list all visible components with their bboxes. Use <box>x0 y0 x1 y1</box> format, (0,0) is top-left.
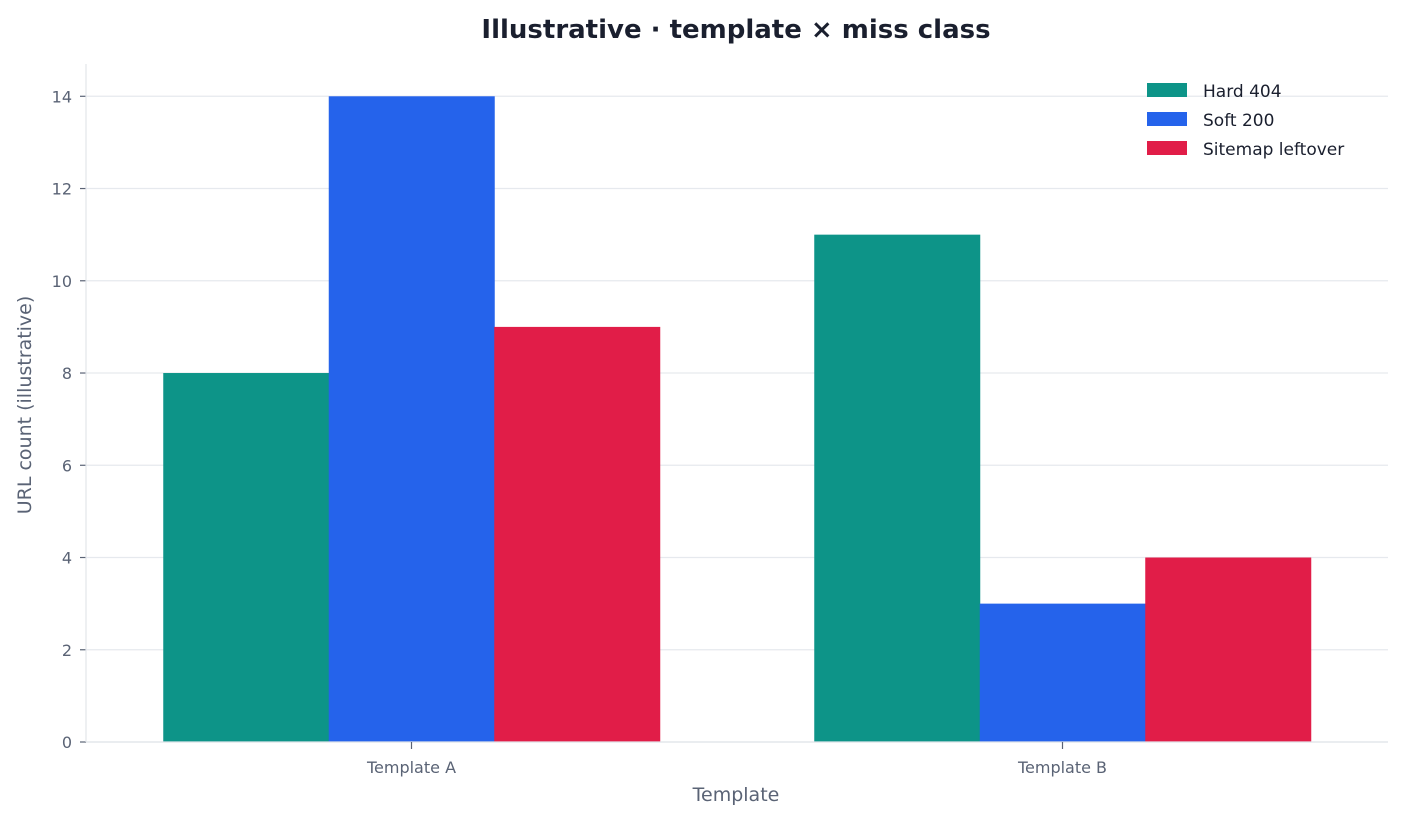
legend-swatch-hard-404 <box>1147 83 1187 97</box>
bar-hard-404-template-b <box>814 234 981 742</box>
bars <box>163 96 1312 743</box>
bar-soft-200-template-a <box>328 96 495 743</box>
y-axis-label: URL count (illustrative) <box>14 296 36 515</box>
bar-sitemap-leftover-template-b <box>1145 557 1312 742</box>
y-tick-label: 8 <box>62 364 72 383</box>
y-tick-label: 12 <box>52 180 72 199</box>
y-tick-label: 0 <box>62 733 72 752</box>
x-tick-label: Template A <box>366 758 456 777</box>
y-tick-label: 10 <box>52 272 72 291</box>
y-tick-label: 14 <box>52 87 72 106</box>
legend-label: Soft 200 <box>1203 111 1274 131</box>
bar-soft-200-template-b <box>979 603 1146 742</box>
legend-swatch-sitemap-leftover <box>1147 141 1187 155</box>
legend-swatch-soft-200 <box>1147 112 1187 126</box>
axes: 0 2 4 6 8 10 12 14 Template A Template B <box>52 64 1388 777</box>
bar-sitemap-leftover-template-a <box>494 326 661 742</box>
chart-title: Illustrative · template × miss class <box>481 15 990 45</box>
x-axis-label: Template <box>692 784 780 806</box>
legend-label: Sitemap leftover <box>1203 140 1344 160</box>
bar-hard-404-template-a <box>163 373 330 742</box>
legend-label: Hard 404 <box>1203 82 1282 102</box>
x-tick-label: Template B <box>1017 758 1107 777</box>
y-tick-label: 4 <box>62 549 72 568</box>
legend: Hard 404 Soft 200 Sitemap leftover <box>1147 82 1344 160</box>
y-tick-label: 2 <box>62 641 72 660</box>
y-tick-label: 6 <box>62 456 72 475</box>
